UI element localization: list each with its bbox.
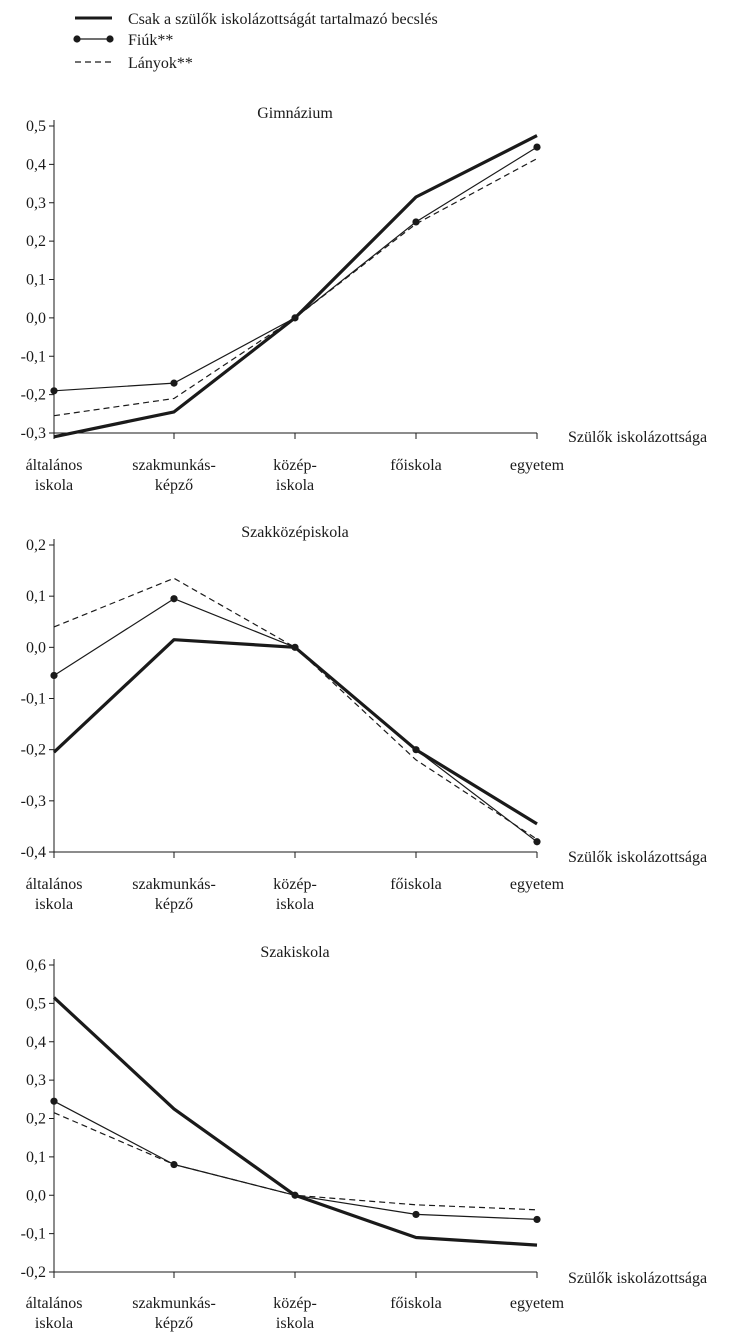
panel-szakkozepiskola: Szakközépiskola -0,4 -0,3 -0,2 -0,1 0,0 0,1 0,2… (21, 524, 707, 913)
x-tick-label: képző (155, 896, 193, 913)
y-tick-label: 0,5 (26, 118, 46, 135)
x-axis-label: Szülők iskolázottsága (568, 1270, 707, 1287)
x-tick-label: általános (26, 1295, 83, 1312)
series-point (50, 387, 58, 395)
x-tick-label: általános (26, 876, 83, 893)
series-point (533, 838, 541, 846)
x-tick-label: szakmunkás- (132, 876, 216, 893)
series-point (50, 671, 58, 680)
chart-title: Gimnázium (257, 105, 333, 122)
x-tick-label: iskola (35, 896, 73, 913)
x-tick-label: főiskola (390, 457, 442, 474)
y-tick-label: -0,2 (21, 387, 46, 404)
panel-gimnazium: Gimnázium -0,3 -0,2 -0,1 0,0 0,1 0,2 0,3 0,4 0,5 á… (21, 105, 707, 494)
x-tick-label: egyetem (510, 1295, 565, 1312)
x-tick-label: közép- (273, 457, 317, 474)
y-tick-label: -0,3 (21, 793, 46, 810)
panel-szakiskola: Szakiskola -0,2 -0,1 0,0 0,1 0,2 0,3 0,4 0,5 0,6 á… (21, 944, 707, 1332)
series-point (533, 143, 541, 151)
series-point (412, 746, 420, 754)
y-tick-label: -0,1 (21, 691, 46, 708)
x-tick-label: képző (155, 477, 193, 494)
y-tick-label: -0,4 (21, 844, 46, 861)
x-tick-label: főiskola (390, 876, 442, 893)
y-tick-label: -0,1 (21, 348, 46, 365)
x-tick-label: iskola (35, 477, 73, 494)
x-tick-label: képző (155, 1315, 193, 1332)
y-tick-label: 0,4 (26, 156, 46, 173)
x-axis-label: Szülők iskolázottsága (568, 849, 707, 866)
series-line-dashed (53, 577, 538, 840)
legend-marker-left (73, 35, 81, 43)
x-tick-label: közép- (273, 1295, 317, 1312)
x-tick-label: iskola (276, 896, 314, 913)
y-tick-label: 0,1 (26, 1149, 46, 1166)
series-point (533, 1215, 541, 1224)
series-line-marker (53, 146, 538, 392)
series-line-marker (53, 598, 538, 843)
y-tick-label: 0,3 (26, 195, 46, 212)
x-tick-label: szakmunkás- (132, 1295, 216, 1312)
y-tick-label: -0,1 (21, 1226, 46, 1243)
y-tick-label: -0,2 (21, 742, 46, 759)
chart-title: Szakiskola (260, 944, 329, 961)
chart-title: Szakközépiskola (241, 524, 349, 541)
x-tick-label: egyetem (510, 876, 565, 893)
y-tick-label: 0,1 (26, 272, 46, 289)
y-tick-label: -0,2 (21, 1264, 46, 1281)
x-tick-label: szakmunkás- (132, 457, 216, 474)
y-tick-label: 0,2 (26, 537, 46, 554)
y-tick-label: 0,6 (26, 957, 46, 974)
x-tick-label: közép- (273, 876, 317, 893)
series-line-thick (52, 638, 538, 826)
series-line-dashed (53, 158, 538, 417)
series-line-dashed (53, 1112, 538, 1211)
legend: Csak a szülők iskolázottságát tartalmazó… (73, 11, 438, 72)
legend-label-boys: Fiúk** (128, 32, 173, 49)
series-point (412, 1210, 420, 1219)
series-point (170, 595, 178, 603)
y-tick-label: -0,3 (21, 425, 46, 442)
y-tick-label: 0,3 (26, 1072, 46, 1089)
series-point (50, 1097, 58, 1105)
series-point (412, 218, 420, 226)
x-axis-label: Szülők iskolázottsága (568, 429, 707, 446)
y-tick-label: 0,0 (26, 310, 46, 327)
legend-label-girls: Lányok** (128, 55, 193, 72)
series-line-marker (53, 1100, 538, 1220)
y-tick-label: 0,0 (26, 1187, 46, 1204)
x-tick-label: iskola (276, 1315, 314, 1332)
x-tick-label: egyetem (510, 457, 565, 474)
x-tick-label: főiskola (390, 1295, 442, 1312)
x-tick-label: iskola (276, 477, 314, 494)
y-tick-label: 0,1 (26, 588, 46, 605)
y-tick-label: 0,4 (26, 1034, 46, 1051)
x-tick-label: általános (26, 457, 83, 474)
y-tick-label: 0,2 (26, 233, 46, 250)
series-line-thick (53, 134, 538, 439)
y-tick-label: 0,5 (26, 995, 46, 1012)
legend-marker-right (106, 35, 114, 43)
y-tick-label: 0,0 (26, 639, 46, 656)
x-tick-label: iskola (35, 1315, 73, 1332)
legend-label-overall: Csak a szülők iskolázottságát tartalmazó… (128, 11, 438, 28)
series-line-thick (52, 996, 538, 1247)
series-point (170, 379, 178, 387)
y-tick-label: 0,2 (26, 1111, 46, 1128)
